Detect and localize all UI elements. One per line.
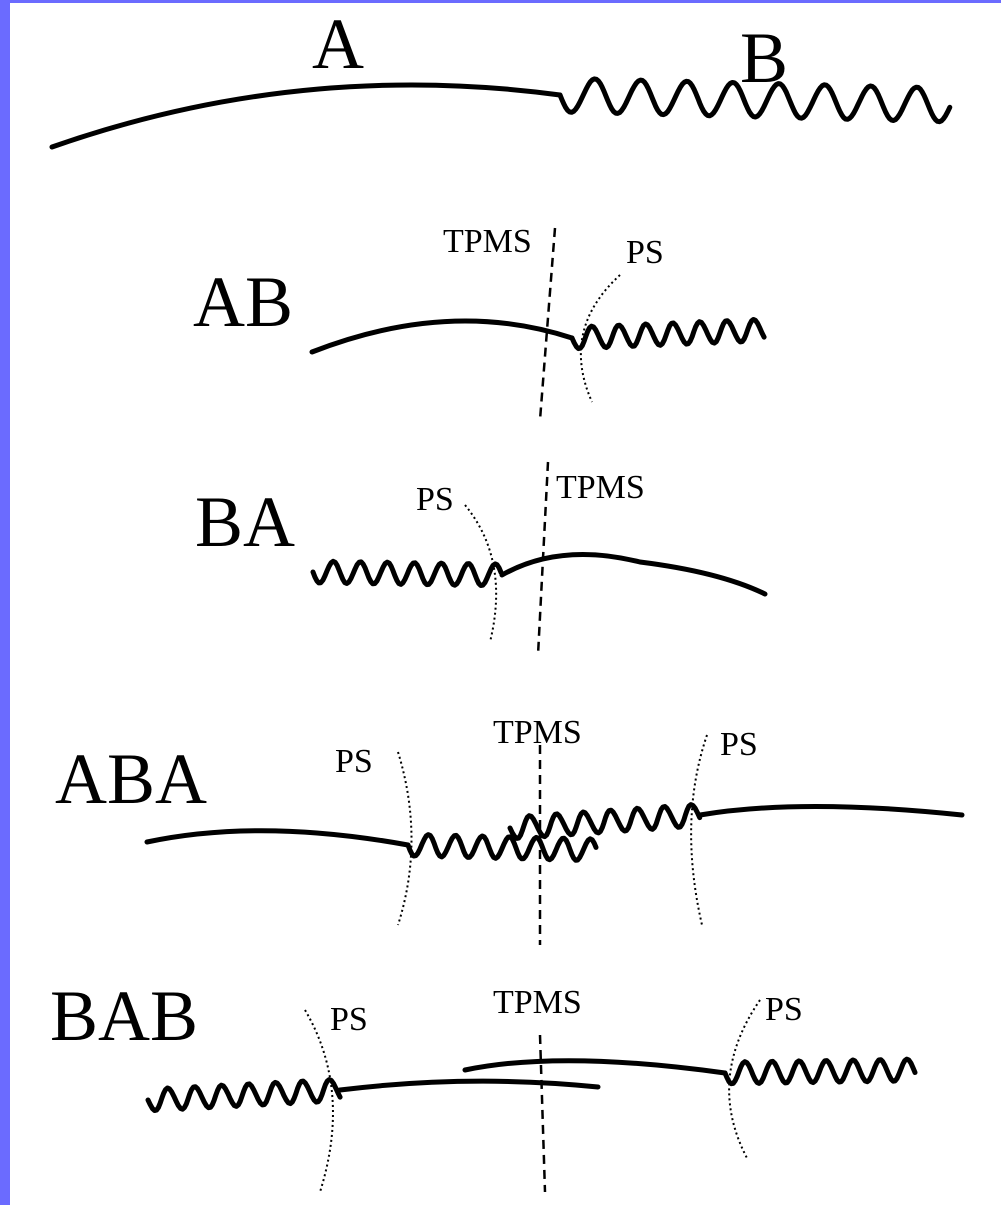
annotation: PS <box>335 743 373 780</box>
wavy-chain <box>145 1077 343 1113</box>
annotation: PS <box>416 481 454 518</box>
ps-line <box>579 274 621 403</box>
annotation: TPMS <box>493 984 582 1021</box>
ps-line <box>304 1009 334 1193</box>
panel-label: AB <box>193 262 293 342</box>
panel-label: BAB <box>50 976 198 1056</box>
ps-line <box>728 999 761 1161</box>
wavy-chain <box>569 317 767 352</box>
tpms-line <box>538 227 557 421</box>
wavy-chain <box>405 832 599 863</box>
annotation: PS <box>626 234 664 271</box>
ps-line <box>464 504 498 643</box>
ps-line <box>397 751 413 926</box>
annotation: TPMS <box>443 223 532 260</box>
tpms-line <box>536 461 550 656</box>
smooth-chain <box>309 318 575 355</box>
annotation: PS <box>330 1001 368 1038</box>
wavy-chain <box>557 76 953 125</box>
panel-label: ABA <box>55 739 207 819</box>
ps-line <box>690 734 708 926</box>
wavy-chain <box>722 1056 918 1087</box>
wavy-chain <box>310 558 504 588</box>
smooth-chain <box>144 828 411 848</box>
smooth-chain <box>499 551 768 597</box>
annotation: TPMS <box>556 469 645 506</box>
smooth-chain <box>462 1058 728 1076</box>
annotation: PS <box>765 991 803 1028</box>
left-border <box>0 0 10 1205</box>
smooth-chain <box>337 1078 601 1093</box>
annotation: PS <box>720 726 758 763</box>
wavy-chain <box>507 802 703 841</box>
tpms-line <box>538 1034 547 1193</box>
annotation: TPMS <box>493 714 582 751</box>
top-border <box>0 0 1001 3</box>
block-label: A <box>312 4 364 84</box>
panel-label: BA <box>195 482 295 562</box>
smooth-chain <box>49 82 563 150</box>
smooth-chain <box>697 804 965 818</box>
